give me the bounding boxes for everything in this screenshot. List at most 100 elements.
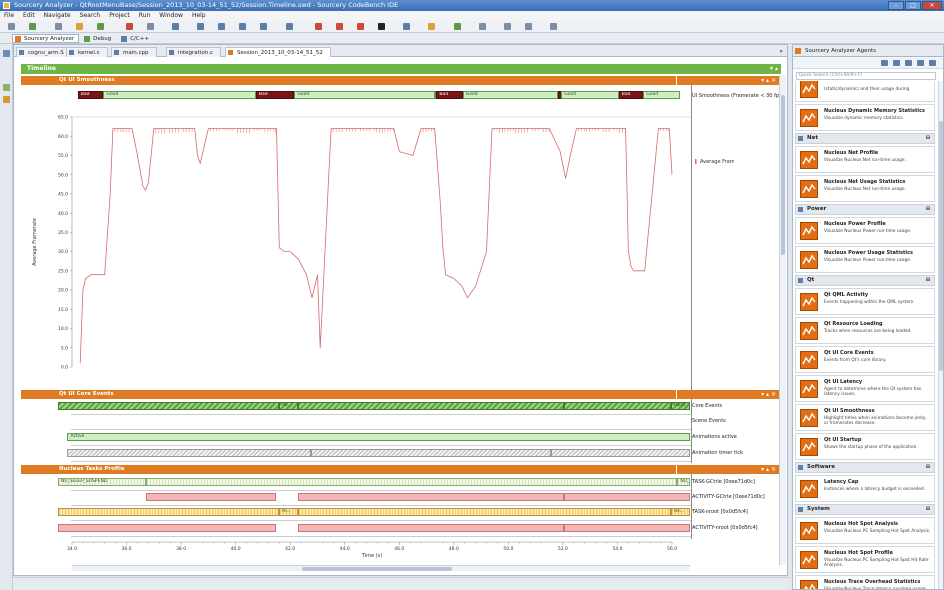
agent-group-power[interactable]: Power ⊟	[795, 204, 935, 215]
toolbar-tool-icon[interactable]	[478, 23, 486, 30]
menu-edit[interactable]: Edit	[23, 12, 35, 19]
core-event-segment[interactable]	[67, 449, 311, 457]
collapse-icon[interactable]: ⊟	[925, 506, 930, 512]
editor-tab[interactable]: kernel.c	[66, 47, 108, 57]
core-event-segment[interactable]	[310, 449, 551, 457]
editor-tab[interactable]: main.cpp	[111, 47, 157, 57]
toolbar-tool-icon[interactable]	[453, 23, 461, 30]
scroll-thumb[interactable]	[781, 95, 785, 255]
smoothness-segment-good[interactable]: Good	[462, 91, 558, 99]
close-button[interactable]: ✕	[922, 1, 942, 10]
smoothness-segment-good[interactable]: Good	[643, 91, 680, 99]
toolbar-tool-icon[interactable]	[260, 23, 268, 30]
menu-navigate[interactable]: Navigate	[43, 12, 71, 19]
timeline-menu-icon[interactable]: ▾ ▴	[769, 65, 778, 72]
agent-item[interactable]: Nucleus Hot Spot Profile Visualize Nucleu…	[795, 546, 935, 573]
agents-scrollbar[interactable]	[938, 81, 943, 589]
tab-list-icon[interactable]: »	[779, 48, 783, 55]
editor-tab[interactable]: integration.c	[166, 47, 221, 57]
task-segment[interactable]: NU_S...	[677, 478, 690, 486]
toolbar-tool-icon[interactable]	[428, 23, 436, 30]
task-segment[interactable]: Re...	[671, 508, 690, 516]
scroll-thumb[interactable]	[302, 567, 452, 571]
restore-icon[interactable]	[3, 50, 10, 57]
task-segment[interactable]	[298, 508, 672, 516]
agent-item[interactable]: Nucleus Power Usage Statistics Visualize …	[795, 246, 935, 273]
toolbar-tool-icon[interactable]	[403, 23, 411, 30]
task-segment[interactable]	[146, 478, 678, 486]
smoothness-segment-bad[interactable]: Bad	[255, 91, 295, 99]
editor-tab[interactable]: Session_2013_10_03-14_51_52	[225, 47, 331, 57]
toolbar-tool-icon[interactable]	[239, 23, 247, 30]
agent-item[interactable]: Qt UI Core Events Events from Qt's core l…	[795, 346, 935, 373]
toolbar-tool-icon[interactable]	[96, 23, 104, 30]
perspective-c-c-[interactable]: C/C++	[118, 34, 154, 43]
agent-item[interactable]: Nucleus Power Profile Visualize Nucleus P…	[795, 217, 935, 244]
agents-tool-icon[interactable]	[929, 60, 936, 66]
toolbar-tool-icon[interactable]	[75, 23, 83, 30]
agents-tool-icon[interactable]	[905, 60, 912, 66]
toolbar-tool-icon[interactable]	[126, 23, 133, 30]
toolbar-tool-icon[interactable]	[504, 23, 511, 30]
menu-file[interactable]: File	[4, 12, 15, 19]
core-event-segment[interactable]	[550, 449, 690, 457]
toolbar-tool-icon[interactable]	[8, 23, 16, 30]
core-event-segment[interactable]: Paint	[671, 402, 690, 410]
core-event-segment[interactable]: Active	[67, 433, 690, 441]
maximize-button[interactable]: □	[905, 1, 921, 10]
core-event-segment[interactable]	[298, 402, 564, 410]
agent-group-net[interactable]: Net ⊟	[795, 133, 935, 144]
task-segment[interactable]	[146, 493, 277, 501]
toolbar-tool-icon[interactable]	[218, 23, 226, 30]
smoothness-segment-bad[interactable]: Bad	[436, 91, 463, 99]
collapse-icon[interactable]: ⊟	[925, 464, 930, 470]
toolbar-tool-icon[interactable]	[29, 23, 37, 30]
agent-item[interactable]: Qt UI Smoothness Highlight times when ani…	[795, 404, 935, 431]
agent-item[interactable]: Qt UI Latency Agent to determine where th…	[795, 375, 935, 402]
toolbar-tool-icon[interactable]	[172, 23, 180, 30]
collapse-icon[interactable]: ⊟	[925, 206, 930, 212]
task-segment[interactable]	[58, 508, 280, 516]
collapse-icon[interactable]: ⊟	[925, 135, 930, 141]
agent-item[interactable]: Qt QML Activity Events happening within t…	[795, 288, 935, 315]
editor-tab[interactable]: cognu_arm.S	[16, 47, 72, 57]
agents-tool-icon[interactable]	[893, 60, 900, 66]
toolbar-tool-icon[interactable]	[54, 23, 62, 30]
agent-item[interactable]: Nucleus Net Profile Visualize Nucleus Net…	[795, 146, 935, 173]
agents-tool-icon[interactable]	[917, 60, 924, 66]
core-events-header[interactable]: Qt UI Core Events	[21, 390, 676, 399]
horizontal-scrollbar[interactable]	[72, 565, 690, 571]
task-segment[interactable]	[58, 524, 277, 532]
menu-project[interactable]: Project	[109, 12, 130, 19]
agent-item[interactable]: Qt UI Startup Shows the startup phase of …	[795, 433, 935, 460]
smoothness-segment-good[interactable]: Good	[561, 91, 619, 99]
core-event-segment[interactable]	[563, 402, 672, 410]
toolbar-tool-icon[interactable]	[285, 23, 293, 30]
agent-group-system[interactable]: System ⊟	[795, 504, 935, 515]
smoothness-segment-bad[interactable]	[557, 91, 562, 99]
smoothness-segment-bad[interactable]: Bad	[77, 91, 104, 99]
smoothness-segment-good[interactable]: Good	[103, 91, 256, 99]
task-segment[interactable]	[298, 524, 564, 532]
toolbar-tool-icon[interactable]	[147, 23, 154, 30]
collapse-icon[interactable]: ⊟	[925, 277, 930, 283]
agents-tool-icon[interactable]	[881, 60, 888, 66]
menu-search[interactable]: Search	[79, 12, 101, 19]
smoothness-header[interactable]: Qt UI Smoothness	[21, 76, 676, 85]
toolbar-tool-icon[interactable]	[197, 23, 205, 30]
toolbar-tool-icon[interactable]	[550, 23, 558, 30]
perspective-debug[interactable]: Debug	[81, 34, 116, 43]
core-event-segment[interactable]	[58, 402, 280, 410]
task-segment[interactable]: NU_SLEEP_SUSPEND	[58, 478, 147, 486]
agent-item[interactable]: Nucleus Net Usage Statistics Visualize Nu…	[795, 175, 935, 202]
agent-group-qt[interactable]: Qt ⊟	[795, 275, 935, 286]
toolbar-tool-icon[interactable]	[525, 23, 532, 30]
toolbar-tool-icon[interactable]	[315, 23, 322, 30]
agents-panel-header[interactable]: Sourcery Analyzer Agents	[793, 45, 943, 57]
agent-item[interactable]: Qt Resource Loading Tracks when resources…	[795, 317, 935, 344]
core-events-header-controls[interactable]: ▾ ▴ ✕	[677, 390, 780, 399]
smoothness-segment-good[interactable]: Good	[294, 91, 436, 99]
agent-item[interactable]: Nucleus Hot Spot Analysis Visualize Nucle…	[795, 517, 935, 544]
scroll-thumb[interactable]	[939, 121, 943, 371]
toolbar-tool-icon[interactable]	[336, 23, 343, 30]
